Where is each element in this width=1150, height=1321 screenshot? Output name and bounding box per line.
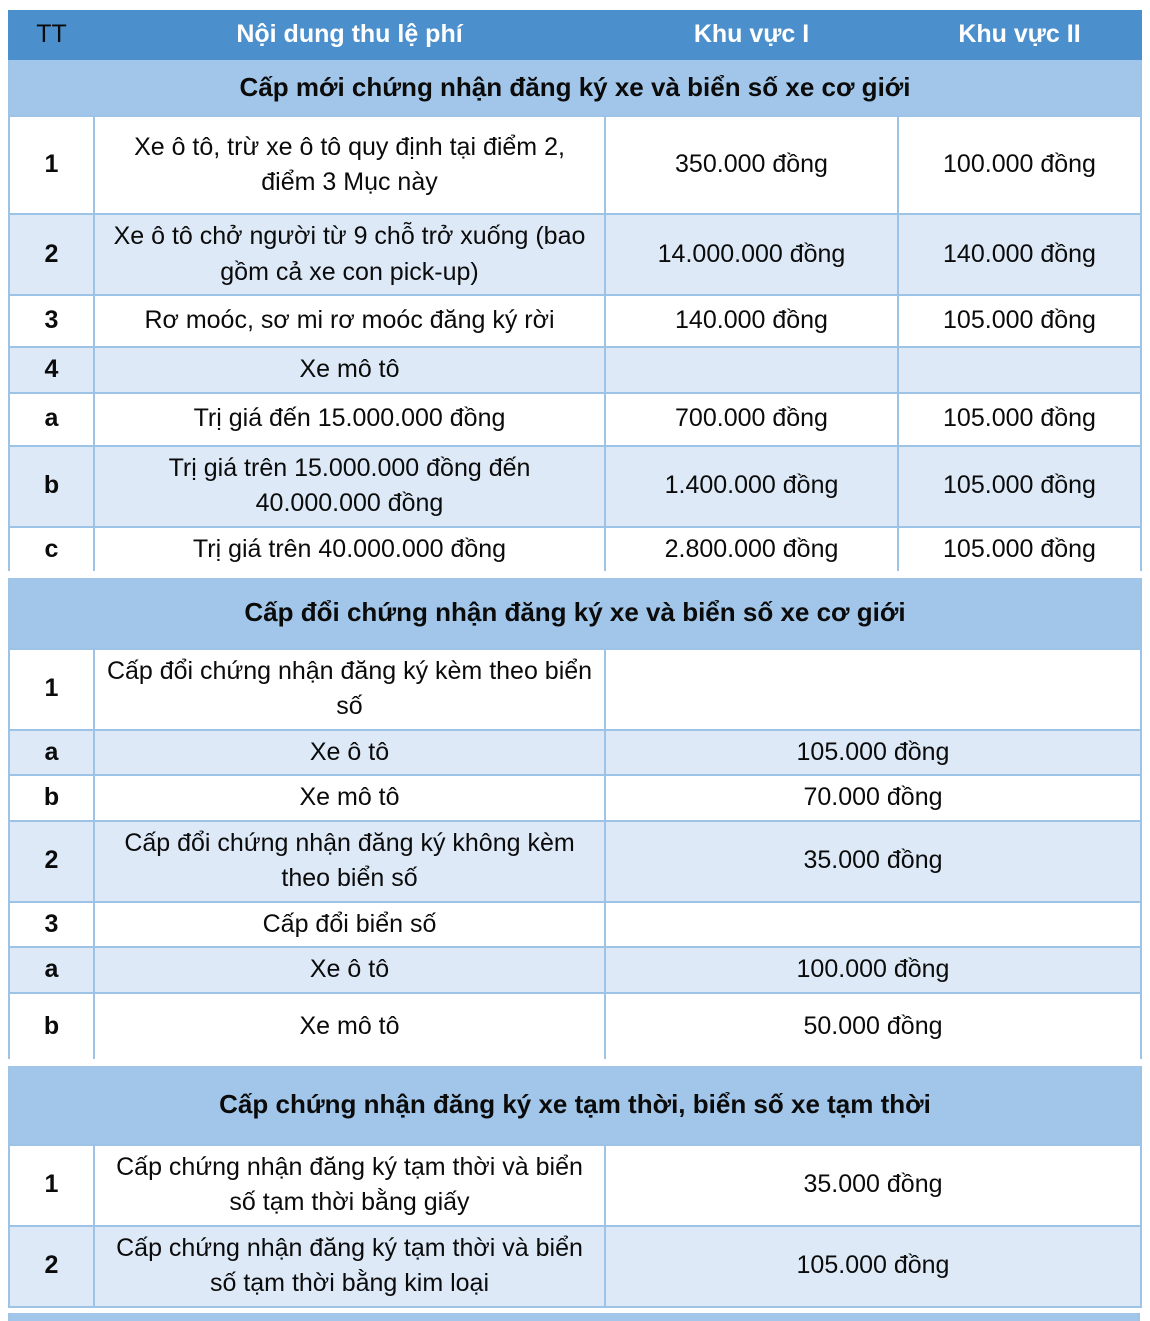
row-index-cell: b xyxy=(8,774,95,822)
row-price-cell: 105.000 đồng xyxy=(604,728,1142,776)
fee-table: TT Nội dung thu lệ phí Khu vực I Khu vực… xyxy=(8,10,1142,1308)
row-index-cell: 2 xyxy=(8,1224,95,1308)
table-row: a Xe ô tô 100.000 đồng xyxy=(8,946,1142,994)
row-price-cell: 50.000 đồng xyxy=(604,991,1142,1064)
column-header-zone1: Khu vực I xyxy=(604,10,899,60)
row-index-cell: 4 xyxy=(8,346,95,394)
row-content-cell: Xe ô tô chở người từ 9 chỗ trở xuống (ba… xyxy=(93,213,606,296)
table-row: b Xe mô tô 50.000 đồng xyxy=(8,991,1142,1064)
table-row: 3 Cấp đổi biển số xyxy=(8,900,1142,948)
table-row: a Trị giá đến 15.000.000 đồng 700.000 đồ… xyxy=(8,391,1142,447)
table-row: 1 Cấp chứng nhận đăng ký tạm thời và biể… xyxy=(8,1143,1142,1227)
row-zone1-cell: 700.000 đồng xyxy=(604,391,899,447)
row-index-cell: a xyxy=(8,946,95,994)
row-content-cell: Xe ô tô xyxy=(93,728,606,776)
row-content-cell: Xe mô tô xyxy=(93,991,606,1064)
row-index-cell: 2 xyxy=(8,819,95,903)
column-header-content: Nội dung thu lệ phí xyxy=(93,10,606,60)
row-index-cell: 2 xyxy=(8,213,95,296)
row-index-cell: 1 xyxy=(8,647,95,731)
table-row: b Xe mô tô 70.000 đồng xyxy=(8,774,1142,822)
table-row: c Trị giá trên 40.000.000 đồng 2.800.000… xyxy=(8,525,1142,576)
row-zone2-cell xyxy=(897,346,1142,394)
row-zone1-cell: 2.800.000 đồng xyxy=(604,525,899,576)
table-row: a Xe ô tô 105.000 đồng xyxy=(8,728,1142,776)
row-index-cell: 1 xyxy=(8,115,95,215)
row-content-cell: Cấp chứng nhận đăng ký tạm thời và biển … xyxy=(93,1143,606,1227)
next-section-banner-cutoff xyxy=(8,1312,1140,1321)
row-content-cell: Trị giá đến 15.000.000 đồng xyxy=(93,391,606,447)
table-row: 1 Cấp đổi chứng nhận đăng ký kèm theo bi… xyxy=(8,647,1142,731)
row-zone1-cell: 350.000 đồng xyxy=(604,115,899,215)
row-price-cell: 105.000 đồng xyxy=(604,1224,1142,1308)
row-index-cell: a xyxy=(8,391,95,447)
row-price-cell: 35.000 đồng xyxy=(604,1143,1142,1227)
section-title: Cấp chứng nhận đăng ký xe tạm thời, biển… xyxy=(8,1059,1142,1146)
row-price-cell: 35.000 đồng xyxy=(604,819,1142,903)
table-row: 4 Xe mô tô xyxy=(8,346,1142,394)
row-content-cell: Trị giá trên 40.000.000 đồng xyxy=(93,525,606,576)
row-price-cell: 70.000 đồng xyxy=(604,774,1142,822)
row-zone1-cell: 140.000 đồng xyxy=(604,294,899,348)
table-row: 2 Xe ô tô chở người từ 9 chỗ trở xuống (… xyxy=(8,213,1142,296)
row-zone1-cell xyxy=(604,346,899,394)
column-header-zone2: Khu vực II xyxy=(897,10,1142,60)
table-header-row: TT Nội dung thu lệ phí Khu vực I Khu vực… xyxy=(8,10,1142,60)
row-index-cell: 3 xyxy=(8,900,95,948)
table-row: b Trị giá trên 15.000.000 đồng đến 40.00… xyxy=(8,444,1142,528)
row-content-cell: Cấp đổi biển số xyxy=(93,900,606,948)
row-zone2-cell: 100.000 đồng xyxy=(897,115,1142,215)
row-content-cell: Cấp chứng nhận đăng ký tạm thời và biển … xyxy=(93,1224,606,1308)
row-index-cell: a xyxy=(8,728,95,776)
row-zone2-cell: 105.000 đồng xyxy=(897,294,1142,348)
section-title: Cấp mới chứng nhận đăng ký xe và biển số… xyxy=(8,58,1142,117)
row-zone1-cell: 14.000.000 đồng xyxy=(604,213,899,296)
column-header-tt: TT xyxy=(8,10,95,60)
row-zone2-cell: 105.000 đồng xyxy=(897,391,1142,447)
row-index-cell: b xyxy=(8,444,95,528)
section-header-row: Cấp đổi chứng nhận đăng ký xe và biển số… xyxy=(8,571,1142,650)
row-zone2-cell: 105.000 đồng xyxy=(897,444,1142,528)
table-row: 1 Xe ô tô, trừ xe ô tô quy định tại điểm… xyxy=(8,115,1142,215)
row-content-cell: Rơ moóc, sơ mi rơ moóc đăng ký rời xyxy=(93,294,606,348)
table-row: 2 Cấp chứng nhận đăng ký tạm thời và biể… xyxy=(8,1224,1142,1308)
row-index-cell: c xyxy=(8,525,95,576)
table-row: 3 Rơ moóc, sơ mi rơ moóc đăng ký rời 140… xyxy=(8,294,1142,348)
row-zone2-cell: 105.000 đồng xyxy=(897,525,1142,576)
row-content-cell: Xe ô tô, trừ xe ô tô quy định tại điểm 2… xyxy=(93,115,606,215)
table-row: 2 Cấp đổi chứng nhận đăng ký không kèm t… xyxy=(8,819,1142,903)
row-price-cell: 100.000 đồng xyxy=(604,946,1142,994)
row-index-cell: b xyxy=(8,991,95,1064)
section-header-row: Cấp chứng nhận đăng ký xe tạm thời, biển… xyxy=(8,1059,1142,1146)
row-index-cell: 3 xyxy=(8,294,95,348)
section-title: Cấp đổi chứng nhận đăng ký xe và biển số… xyxy=(8,571,1142,650)
row-content-cell: Xe ô tô xyxy=(93,946,606,994)
row-content-cell: Xe mô tô xyxy=(93,346,606,394)
row-content-cell: Cấp đổi chứng nhận đăng ký kèm theo biển… xyxy=(93,647,606,731)
row-zone2-cell: 140.000 đồng xyxy=(897,213,1142,296)
row-price-cell xyxy=(604,647,1142,731)
row-index-cell: 1 xyxy=(8,1143,95,1227)
row-zone1-cell: 1.400.000 đồng xyxy=(604,444,899,528)
row-content-cell: Cấp đổi chứng nhận đăng ký không kèm the… xyxy=(93,819,606,903)
section-header-row: Cấp mới chứng nhận đăng ký xe và biển số… xyxy=(8,58,1142,117)
row-content-cell: Xe mô tô xyxy=(93,774,606,822)
row-price-cell xyxy=(604,900,1142,948)
row-content-cell: Trị giá trên 15.000.000 đồng đến 40.000.… xyxy=(93,444,606,528)
